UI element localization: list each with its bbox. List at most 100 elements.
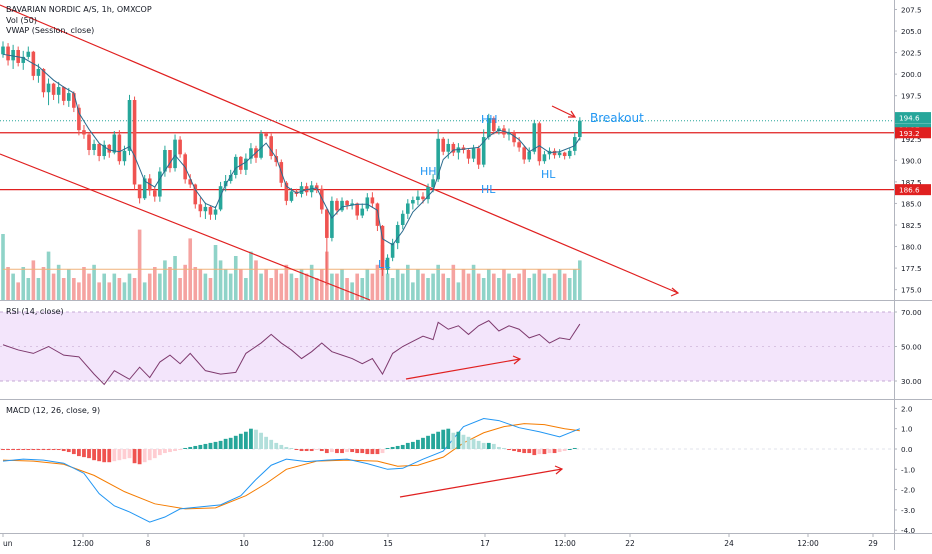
volume-bar: [375, 264, 380, 300]
rsi-indicator-label[interactable]: RSI (14, close): [6, 307, 64, 316]
macd-histogram-bar: [390, 446, 395, 449]
macd-histogram-bar: [405, 442, 410, 449]
volume-bar: [158, 273, 162, 300]
volume-bar: [294, 278, 299, 300]
volume-bar: [228, 273, 233, 300]
volume-bar: [411, 282, 415, 300]
macd-histogram-bar: [335, 449, 339, 454]
hh-annotation-2: HH: [420, 165, 437, 178]
macd-histogram-bar: [294, 449, 299, 451]
volume-bar: [26, 278, 31, 300]
candle-body: [314, 185, 319, 189]
volume-indicator-label[interactable]: Vol (50): [6, 16, 37, 25]
macd-histogram-bar: [254, 429, 258, 449]
time-tick-label: 15: [383, 539, 393, 548]
macd-histogram-bar: [127, 449, 132, 459]
candle-body: [137, 184, 142, 199]
volume-bar: [117, 278, 122, 300]
macd-histogram-bar: [314, 449, 319, 451]
candle-body: [340, 200, 344, 211]
macd-histogram-bar: [491, 443, 496, 449]
macd-histogram-bar: [213, 441, 218, 449]
macd-histogram-bar: [152, 449, 157, 459]
macd-histogram: [1, 428, 577, 465]
candle-body: [213, 209, 218, 215]
candle-body: [82, 130, 86, 135]
price-tick-label: 177.5: [901, 264, 922, 273]
volume-bar: [299, 269, 304, 300]
candle-body: [264, 133, 268, 137]
volume-bar: [77, 282, 81, 300]
volume-bar: [82, 267, 86, 300]
macd-indicator-label[interactable]: MACD (12, 26, close, 9): [6, 406, 100, 415]
macd-histogram-bar: [259, 432, 263, 449]
volume-bar: [578, 260, 582, 300]
candle-body: [218, 186, 223, 210]
candle-body: [153, 190, 157, 197]
last-price-badge-box: [895, 112, 931, 124]
candle-body: [107, 144, 112, 153]
volume-bar: [279, 273, 284, 300]
macd-histogram-bar: [410, 441, 415, 449]
volume-bar: [492, 273, 496, 300]
volume-bar: [11, 273, 15, 300]
candle-body: [173, 139, 177, 169]
macd-histogram-bar: [562, 449, 567, 452]
candle-body: [249, 148, 253, 159]
candle-body: [117, 134, 122, 162]
time-tick-label: un: [3, 539, 13, 548]
time-tick-label: 22: [625, 539, 635, 548]
candle-body: [436, 138, 440, 180]
candle-body: [330, 200, 334, 238]
macd-histogram-bar: [122, 449, 127, 460]
macd-histogram-bar: [21, 449, 26, 451]
resistance-badge: 193.2: [899, 129, 920, 138]
macd-histogram-bar: [51, 449, 56, 451]
price-tick-label: 175.0: [901, 286, 922, 295]
candle-body: [492, 118, 496, 132]
candle-body: [416, 196, 420, 200]
macd-histogram-bar: [198, 444, 203, 449]
volume-bar: [360, 278, 365, 300]
macd-histogram-bar: [233, 435, 238, 449]
macd-histogram-bar: [309, 449, 314, 452]
indicator-lines: [2, 53, 581, 523]
candle-body: [350, 203, 354, 206]
volume-bar: [365, 269, 370, 300]
macd-histogram-bar: [304, 449, 309, 452]
volume-bar: [41, 267, 46, 300]
candle-body: [385, 257, 390, 270]
price-tick-label: 192.5: [901, 135, 922, 144]
macd-histogram-bar: [517, 449, 522, 453]
macd-histogram-bar: [567, 449, 572, 450]
volume-bar: [517, 273, 521, 300]
time-tick-label: 10: [239, 539, 249, 548]
volume-bar: [142, 282, 147, 300]
volume-bar: [132, 278, 137, 300]
macd-histogram-bar: [157, 449, 162, 456]
support-badge: 186.6: [899, 186, 920, 195]
macd-histogram-bar: [269, 439, 274, 449]
candle-body: [203, 206, 208, 212]
volume-bar: [112, 273, 117, 300]
volume-bar: [56, 264, 61, 300]
macd-histogram-bar: [188, 446, 193, 449]
candle-body: [426, 187, 430, 200]
candle-body: [325, 209, 329, 238]
time-axis[interactable]: un 12:00 8 10 12:00 15 17 12:00 22 24 12:00 29: [2, 533, 878, 548]
macd-histogram-bar: [284, 446, 289, 449]
candle-body: [158, 171, 162, 197]
macd-histogram-bar: [345, 449, 349, 453]
price-axes[interactable]: 175.0 177.5 180.0 182.5 185.0 187.5 190.0 192.5…: [894, 5, 922, 535]
volume-bar: [537, 269, 542, 300]
macd-histogram-bar: [289, 447, 294, 449]
candle-body: [471, 148, 476, 159]
vwap-indicator-label[interactable]: VWAP (Session, close): [6, 26, 94, 35]
volume-bar: [66, 269, 71, 300]
macd-histogram-bar: [547, 449, 552, 454]
macd-tick-label: 1.0: [901, 425, 913, 434]
volume-bar: [183, 264, 187, 300]
volume-bar: [309, 264, 314, 300]
volume-bar: [400, 273, 405, 300]
volume-bar: [233, 256, 238, 300]
